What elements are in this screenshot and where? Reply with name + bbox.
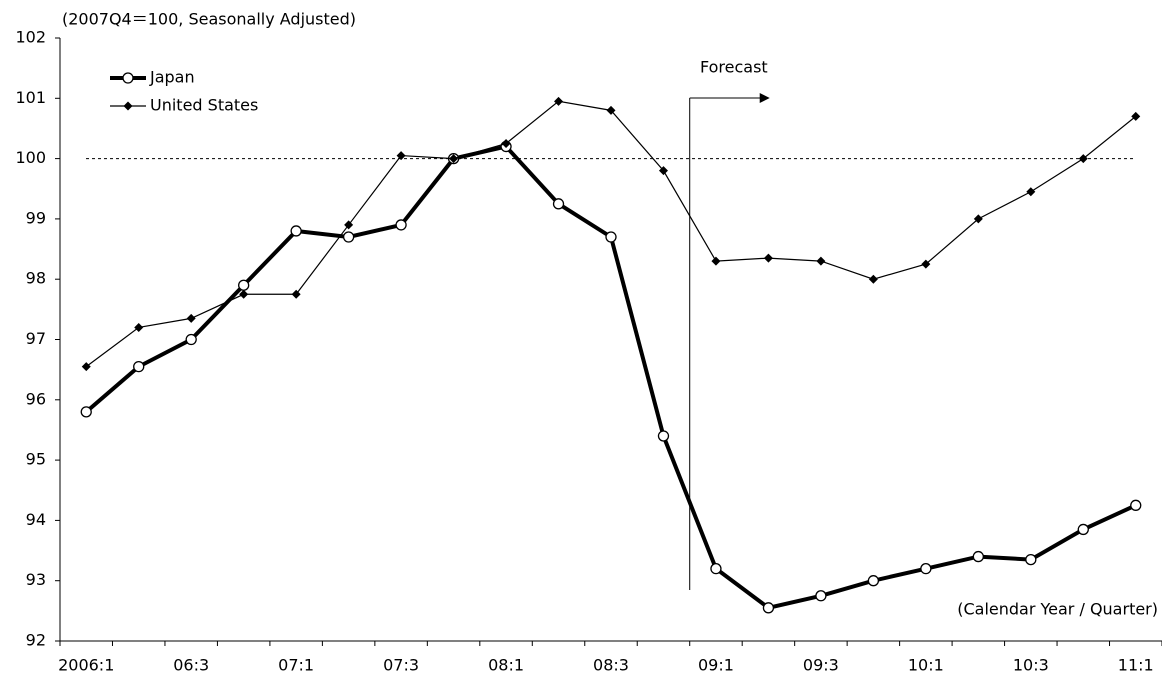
y-tick-label: 95 bbox=[26, 450, 46, 469]
x-tick-label: 07:1 bbox=[278, 656, 314, 675]
point bbox=[1077, 523, 1089, 536]
x-tick-label: 06:3 bbox=[173, 656, 209, 675]
point bbox=[1130, 499, 1142, 511]
x-tick-label: 11:1 bbox=[1118, 656, 1154, 675]
y-tick-label: 96 bbox=[26, 389, 46, 408]
point bbox=[921, 259, 931, 269]
y-tick-label: 93 bbox=[26, 570, 46, 589]
point bbox=[606, 105, 616, 115]
point bbox=[238, 279, 250, 291]
y-tick-label: 101 bbox=[15, 88, 46, 107]
point bbox=[185, 333, 197, 346]
point bbox=[920, 562, 932, 575]
point bbox=[344, 220, 354, 230]
point bbox=[658, 166, 668, 176]
y-tick-label: 94 bbox=[26, 510, 46, 529]
point bbox=[81, 362, 91, 372]
y-tick-label: 92 bbox=[26, 631, 46, 650]
point bbox=[711, 256, 721, 266]
point bbox=[552, 198, 565, 210]
y-tick-label: 98 bbox=[26, 269, 46, 288]
point bbox=[868, 274, 878, 284]
point bbox=[1025, 553, 1037, 566]
point bbox=[186, 313, 196, 323]
legend-marker bbox=[123, 101, 133, 111]
point bbox=[815, 590, 827, 602]
x-tick-label: 09:1 bbox=[698, 656, 734, 675]
point bbox=[290, 225, 302, 237]
point bbox=[80, 406, 92, 418]
y-tick-label: 99 bbox=[26, 208, 46, 227]
x-tick-label: 08:3 bbox=[593, 656, 629, 675]
point bbox=[134, 322, 144, 332]
x-axis-label: (Calendar Year / Quarter) bbox=[957, 600, 1158, 619]
point bbox=[395, 219, 407, 231]
legend-marker bbox=[122, 72, 134, 84]
x-tick-label: 07:3 bbox=[383, 656, 419, 675]
legend-label: United States bbox=[150, 96, 258, 115]
x-tick-label: 10:1 bbox=[908, 656, 944, 675]
point bbox=[396, 151, 406, 161]
point bbox=[291, 289, 301, 299]
point bbox=[342, 231, 355, 243]
point bbox=[973, 214, 983, 224]
point bbox=[657, 430, 670, 442]
point bbox=[1131, 111, 1141, 121]
x-tick-label: 08:1 bbox=[488, 656, 524, 675]
y-axis-label: (2007Q4＝100, Seasonally Adjusted) bbox=[62, 10, 356, 29]
forecast-arrowhead bbox=[759, 93, 770, 103]
point bbox=[554, 96, 564, 106]
forecast-label: Forecast bbox=[700, 58, 768, 77]
point bbox=[449, 154, 459, 164]
point bbox=[972, 550, 984, 563]
point bbox=[1026, 187, 1036, 197]
point bbox=[239, 289, 249, 299]
x-tick-label: 2006:1 bbox=[58, 656, 114, 675]
legend-label: Japan bbox=[149, 68, 195, 87]
point bbox=[605, 231, 617, 243]
y-tick-label: 100 bbox=[15, 148, 46, 167]
point bbox=[501, 139, 511, 149]
point bbox=[133, 360, 145, 373]
y-tick-label: 102 bbox=[15, 28, 46, 47]
point bbox=[1078, 154, 1088, 164]
point bbox=[710, 562, 722, 575]
x-tick-label: 10:3 bbox=[1013, 656, 1049, 675]
point bbox=[816, 256, 826, 266]
point bbox=[762, 602, 775, 614]
point bbox=[867, 575, 880, 587]
x-tick-label: 09:3 bbox=[803, 656, 839, 675]
y-tick-label: 97 bbox=[26, 329, 46, 348]
point bbox=[763, 253, 773, 263]
